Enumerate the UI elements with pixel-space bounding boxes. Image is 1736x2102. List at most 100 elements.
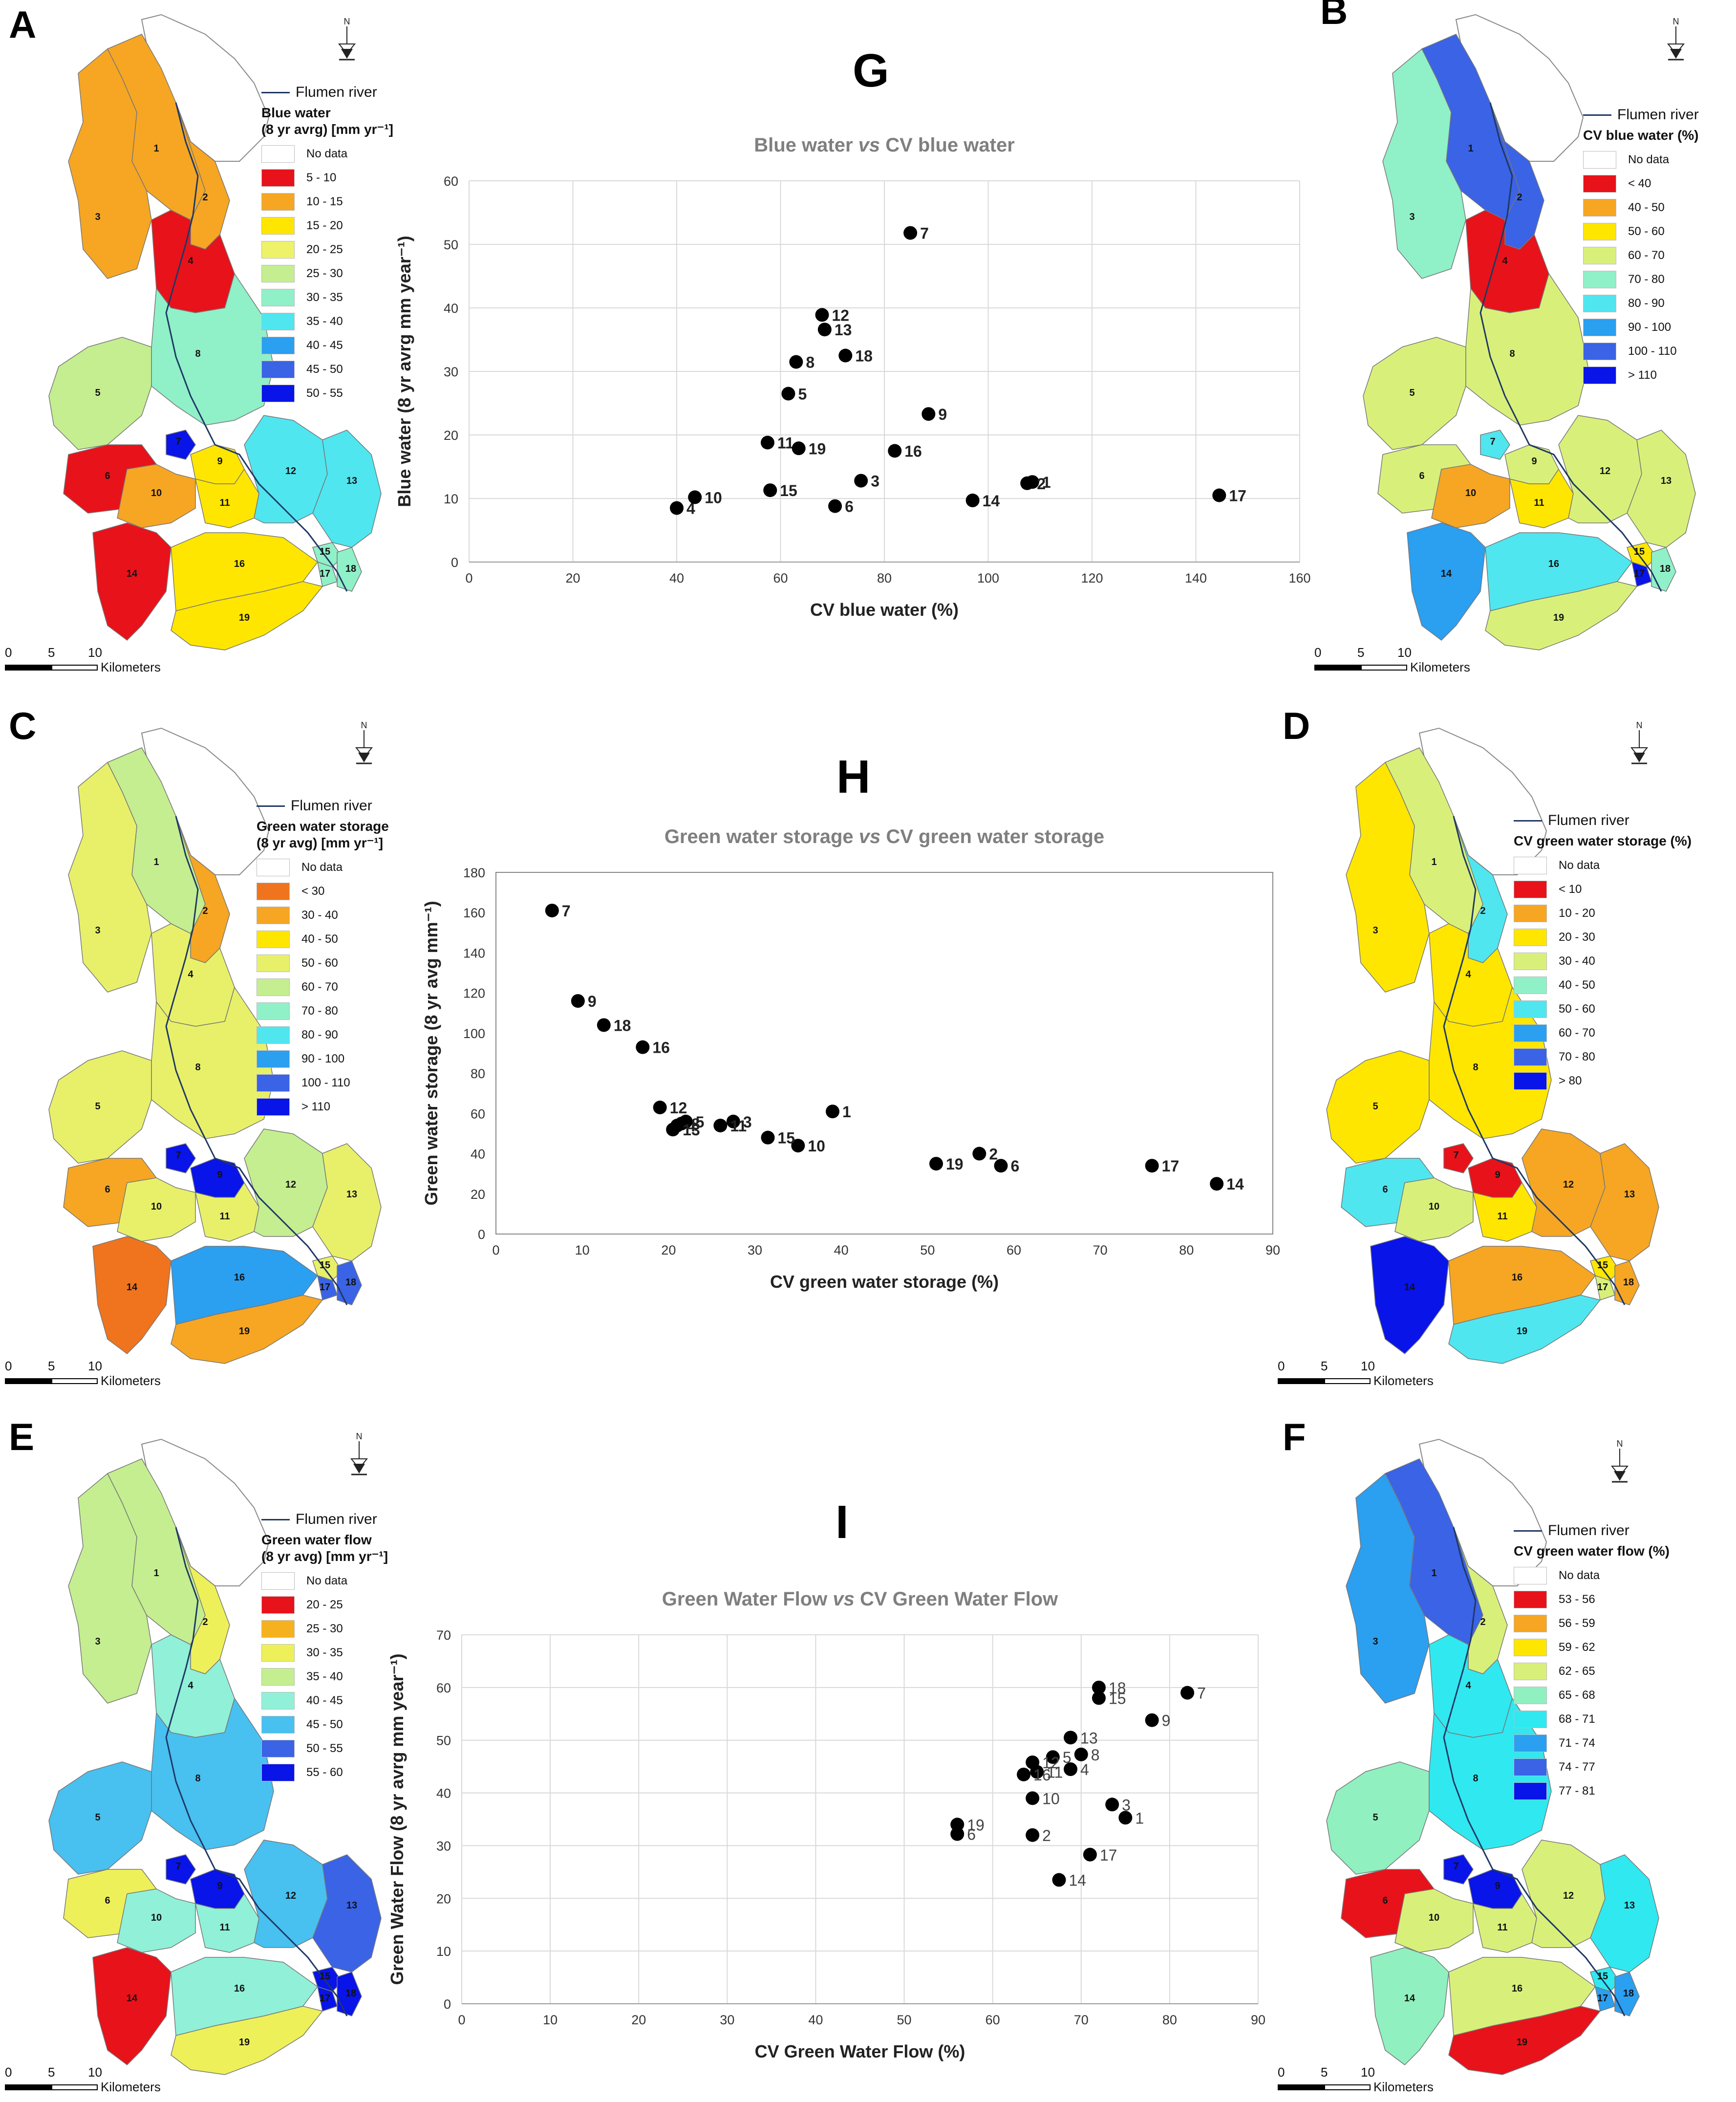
legend-class-label: 40 - 50	[1628, 200, 1665, 214]
legend-river-label: Flumen river	[296, 1511, 377, 1527]
legend-class-label: 62 - 65	[1559, 1664, 1595, 1678]
subbasin-label-13: 13	[1661, 476, 1672, 486]
scale-tick-label: 10	[88, 2065, 102, 2080]
legend-class-row: 30 - 35	[261, 285, 393, 309]
data-point-6	[950, 1827, 964, 1841]
scale-tick-label: 0	[5, 645, 12, 660]
x-axis-label: CV Green Water Flow (%)	[755, 2041, 965, 2061]
legend-class-row: 60 - 70	[1583, 243, 1699, 267]
legend-swatch	[261, 1691, 295, 1710]
subbasin-10	[117, 464, 196, 528]
subbasin-label-13: 13	[346, 1900, 357, 1911]
data-label-12: 12	[670, 1099, 687, 1117]
legend-class-row: 50 - 55	[261, 381, 393, 405]
north-arrow-icon: N	[350, 1431, 368, 1475]
flumen-river-line	[1443, 1527, 1626, 2016]
map-legend: Flumen river Green water storage (8 yr avg…	[257, 798, 389, 1119]
x-tick-label: 160	[1288, 571, 1310, 585]
legend-swatch	[257, 1026, 290, 1044]
data-label-18: 18	[1109, 1679, 1126, 1697]
legend-class-label: 100 - 110	[1628, 344, 1677, 358]
legend-class-row: 80 - 90	[257, 1023, 389, 1047]
legend-class-row: 70 - 80	[1514, 1045, 1692, 1069]
y-tick-label: 80	[471, 1066, 485, 1081]
y-tick-label: 40	[471, 1147, 485, 1162]
legend-class-row: 20 - 25	[261, 238, 393, 261]
subbasin-label-16: 16	[234, 1272, 245, 1283]
data-label-3: 3	[1122, 1796, 1131, 1814]
subbasin-label-15: 15	[320, 1260, 330, 1271]
legend-class-label: 50 - 60	[1628, 224, 1665, 238]
y-tick-label: 70	[436, 1628, 451, 1643]
data-label-14: 14	[1226, 1175, 1244, 1193]
legend-class-label: 68 - 71	[1559, 1712, 1595, 1726]
y-tick-label: 60	[436, 1681, 451, 1695]
data-point-11	[713, 1119, 728, 1132]
legend-class-label: 70 - 80	[1559, 1050, 1595, 1063]
legend-swatch	[1514, 1614, 1547, 1632]
subbasin-19	[1448, 1295, 1601, 1364]
map-legend: Flumen river Green water flow (8 yr avg) […	[261, 1511, 388, 1784]
data-label-12: 12	[832, 306, 850, 324]
subbasin-label-6: 6	[105, 1184, 110, 1195]
legend-class-row: No data	[261, 142, 393, 166]
legend-river-row: Flumen river	[1514, 1522, 1670, 1539]
north-arrow-icon: N	[1630, 720, 1649, 764]
x-tick-label: 0	[465, 571, 472, 585]
legend-title: (8 yr avg) [mm yr⁻¹]	[261, 1549, 388, 1564]
scale-unit-label: Kilometers	[1410, 660, 1470, 674]
subbasin-label-15: 15	[320, 546, 330, 557]
legend-class-label: 10 - 20	[1559, 906, 1595, 920]
x-tick-label: 0	[458, 2013, 465, 2027]
legend-river-row: Flumen river	[261, 1511, 388, 1528]
x-tick-label: 20	[631, 2013, 646, 2027]
legend-class-label: 100 - 110	[301, 1076, 350, 1089]
legend-title: (8 yr avg) [mm yr⁻¹]	[257, 835, 384, 850]
data-label-8: 8	[1091, 1746, 1100, 1764]
subbasin-label-10: 10	[151, 1201, 162, 1212]
legend-title: Blue water	[261, 105, 331, 120]
legend-class-label: 70 - 80	[1628, 272, 1665, 286]
subbasin-label-17: 17	[1597, 1282, 1608, 1293]
legend-class-row: > 80	[1514, 1069, 1692, 1093]
data-point-1	[826, 1105, 839, 1119]
legend-class-row: 40 - 50	[257, 927, 389, 951]
legend-class-label: 50 - 60	[301, 956, 338, 970]
legend-swatch	[1514, 1662, 1547, 1680]
legend-title: CV green water flow (%)	[1514, 1543, 1670, 1559]
data-point-5	[1046, 1750, 1060, 1764]
subbasin-label-5: 5	[95, 1812, 100, 1823]
subbasin-label-1: 1	[1431, 857, 1436, 867]
subbasin-label-12: 12	[285, 1890, 296, 1901]
subbasin-3	[1382, 48, 1466, 279]
data-point-8	[1074, 1747, 1088, 1761]
x-axis-label: CV green water storage (%)	[770, 1272, 999, 1292]
legend-swatch	[1514, 904, 1547, 922]
legend-class-row: 40 - 45	[261, 333, 393, 357]
scale-segment	[1324, 2084, 1371, 2090]
legend-class-row: No data	[1514, 1563, 1670, 1587]
data-point-13	[817, 323, 832, 337]
subbasin-label-11: 11	[1497, 1211, 1507, 1222]
x-tick-label: 20	[565, 571, 580, 585]
x-tick-label: 40	[808, 2013, 823, 2027]
legend-class-label: < 30	[301, 884, 325, 898]
subbasin-18	[337, 1260, 362, 1305]
scale-tick-label: 10	[1361, 1359, 1375, 1373]
subbasin-19	[171, 2006, 323, 2075]
subbasin-label-12: 12	[1563, 1890, 1574, 1901]
data-label-5: 5	[696, 1113, 705, 1131]
legend-class-label: 74 - 77	[1559, 1760, 1595, 1774]
data-label-6: 6	[845, 498, 854, 516]
data-point-13	[666, 1123, 680, 1137]
svg-text:N: N	[344, 17, 350, 26]
scale-segment	[1324, 1378, 1371, 1384]
subbasin-label-3: 3	[1409, 212, 1415, 222]
y-tick-label: 20	[471, 1187, 485, 1202]
subbasin-label-7: 7	[175, 1150, 181, 1161]
data-label-15: 15	[1109, 1690, 1126, 1707]
data-point-2	[972, 1147, 986, 1161]
subbasin-label-9: 9	[1495, 1170, 1500, 1180]
